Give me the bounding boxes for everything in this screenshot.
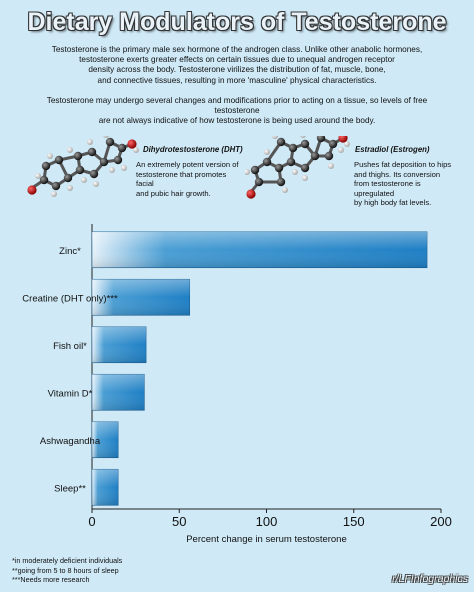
credit-label: r/LFInfographics [392,573,468,585]
intro2-line: Testosterone may undergo several changes… [46,96,428,116]
bar-sheen [92,231,428,268]
footnote: **going from 5 to 8 hours of sleep [12,565,119,575]
est-desc-line: by high body fat levels. [354,198,432,208]
category-label: Fish oil* [53,341,87,352]
estradiol-title: Estradiol (Estrogen) [355,145,430,154]
category-label: Creatine (DHT only)*** [22,293,118,304]
est-desc-line: from testosterone is upregulated [354,179,421,198]
category-label: Ashwagandha [40,436,101,447]
footnotes: *in moderately deficient individuals **g… [12,556,122,585]
category-label: Sleep** [54,483,86,494]
intro2-line: are not always indicative of how testost… [98,116,376,126]
dht-title: Dihydrotestosterone (DHT) [143,145,243,154]
category-label: Zinc* [59,246,81,257]
bar-sheen [92,469,119,506]
x-tick-label: 0 [88,514,95,529]
bar-sheen [92,374,145,411]
est-desc-line: and thighs. Its conversion [354,169,441,179]
intro-line: and connective tissues, resulting in mor… [97,75,377,85]
bar-chart: Zinc* Creatine (DHT only)*** Fish oil* Vita… [22,224,452,545]
intro-line: density across the body. Testosterone vi… [88,65,386,75]
dht-desc-line: testosterone that promotes facial [136,169,227,189]
dht-molecule-image [27,136,139,197]
intro-line: testosterone exerts greater effects on c… [79,55,395,65]
estradiol-molecule-image [245,136,350,199]
bar-sheen [92,326,147,363]
bar-sheen [92,421,119,458]
x-tick-label: 100 [256,514,278,529]
x-axis-title: Percent change in serum testosterone [186,534,347,545]
x-tick-label: 200 [430,514,452,529]
dht-description: An extremely potent version of testoster… [136,160,244,198]
intro-paragraph: Testosterone is the primary male sex hor… [28,45,446,86]
intro-paragraph-2: Testosterone may undergo several changes… [28,96,446,127]
footnote: ***Needs more research [12,575,90,585]
intro-line: Testosterone is the primary male sex hor… [51,45,423,54]
infographic-title: Dietary Modulators of Testosterone [27,8,447,36]
est-desc-line: Pushes fat deposition to hips [354,160,452,169]
estradiol-description: Pushes fat deposition to hips and thighs… [354,160,462,208]
category-label: Vitamin D* [48,388,93,399]
footnote: *in moderately deficient individuals [12,556,123,565]
x-tick-label: 50 [172,514,186,529]
dht-desc-line: An extremely potent version of [136,160,239,169]
x-tick-label: 150 [343,514,365,529]
bar-sheen [92,279,190,316]
dht-desc-line: and pubic hair growth. [136,188,211,198]
